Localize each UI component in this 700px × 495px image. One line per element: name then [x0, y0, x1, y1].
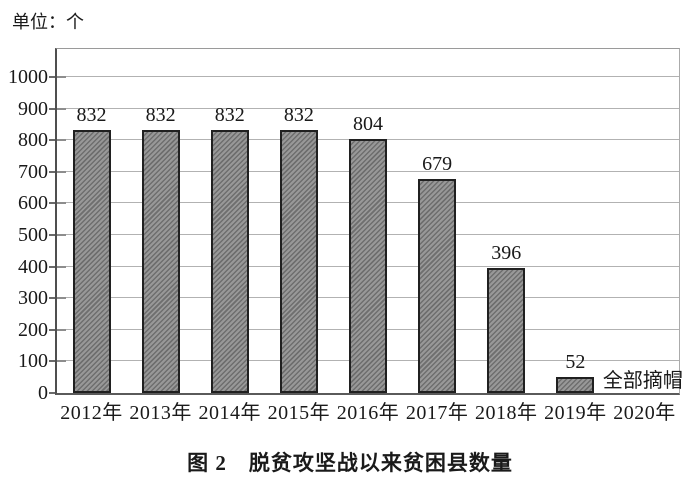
y-axis-inner-tick — [57, 234, 66, 237]
bar-2014年 — [210, 130, 249, 393]
x-tick-label: 2016年 — [336, 402, 400, 424]
y-axis-inner-tick — [57, 202, 66, 205]
y-tick-label: 200 — [18, 318, 48, 341]
y-tick-label: 1000 — [8, 66, 48, 89]
x-tick-label: 2017年 — [405, 402, 469, 424]
gridline — [57, 107, 679, 109]
y-axis-inner-tick — [57, 328, 66, 331]
bar-2017年 — [418, 178, 457, 393]
y-tick-label: 900 — [18, 97, 48, 120]
bar-2019年 — [556, 376, 595, 393]
y-tick-label: 600 — [18, 192, 48, 215]
y-tick-label: 100 — [18, 350, 48, 373]
y-axis-inner-tick — [57, 139, 66, 142]
y-axis-inner-tick — [57, 297, 66, 300]
y-tick-label: 800 — [18, 129, 48, 152]
x-tick-label: 2014年 — [198, 402, 262, 424]
figure-caption: 图 2 脱贫攻坚战以来贫困县数量 — [187, 451, 513, 475]
bar-2012年 — [72, 130, 111, 393]
y-axis-inner-tick — [57, 76, 66, 79]
y-tick-label: 700 — [18, 160, 48, 183]
plot-area: 全部摘帽 — [55, 48, 683, 395]
y-axis-inner-tick — [57, 265, 66, 268]
gridline — [57, 76, 679, 78]
bar-2013年 — [141, 130, 180, 393]
annotation-label: 全部摘帽 — [602, 370, 683, 392]
y-tick-label: 0 — [38, 382, 48, 404]
x-tick-label: 2020年 — [613, 402, 676, 424]
bar-2016年 — [349, 139, 387, 393]
x-tick-label: 2015年 — [267, 402, 331, 424]
unit-label: 单位：个 — [12, 12, 84, 32]
x-tick-label: 2012年 — [60, 402, 123, 424]
y-axis-inner-tick — [57, 107, 66, 110]
y-tick-label: 500 — [18, 224, 48, 247]
y-tick-label: 300 — [18, 287, 48, 310]
y-axis-inner-tick — [57, 170, 66, 173]
bar-2015年 — [279, 130, 318, 393]
x-tick-label: 2013年 — [129, 402, 192, 424]
y-tick-label: 400 — [18, 255, 48, 278]
x-tick-label: 2018年 — [474, 402, 538, 424]
y-axis-inner-tick — [57, 360, 66, 363]
x-tick-label: 2019年 — [544, 402, 607, 424]
bar-2018年 — [487, 267, 526, 393]
